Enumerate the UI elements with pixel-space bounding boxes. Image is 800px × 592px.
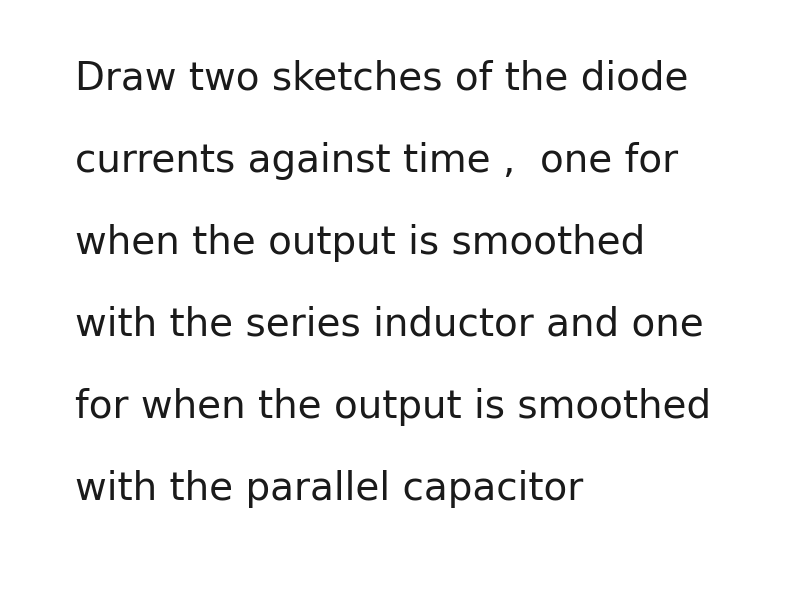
Text: Draw two sketches of the diode: Draw two sketches of the diode [75, 60, 689, 98]
Text: currents against time ,  one for: currents against time , one for [75, 142, 678, 180]
Text: when the output is smoothed: when the output is smoothed [75, 224, 646, 262]
Text: with the parallel capacitor: with the parallel capacitor [75, 470, 583, 508]
Text: for when the output is smoothed: for when the output is smoothed [75, 388, 711, 426]
Text: with the series inductor and one: with the series inductor and one [75, 306, 704, 344]
